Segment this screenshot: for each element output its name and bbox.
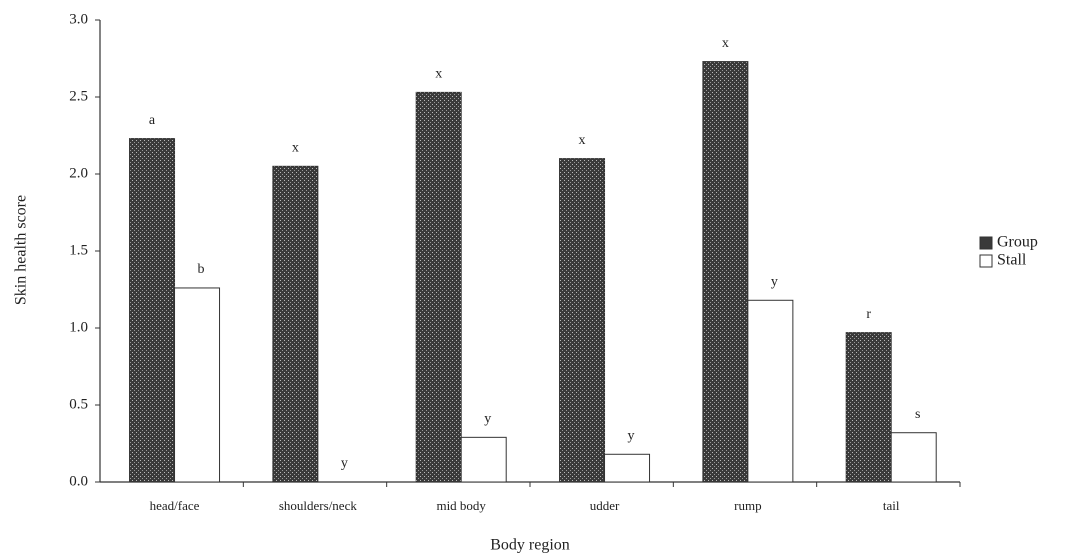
bar-texture [702,61,748,483]
bar-annotation: x [435,67,442,82]
legend-label: Stall [997,252,1027,269]
x-tick-label: shoulders/neck [279,498,357,513]
y-tick-label: 2.5 [69,88,88,104]
x-tick-label: tail [883,498,900,513]
bar-texture [272,166,318,483]
bar [604,453,651,483]
y-tick-label: 1.5 [69,242,88,258]
bar-annotation: b [198,262,205,277]
bar-texture [559,158,605,482]
bar-annotation: x [292,141,299,156]
y-tick-label: 3.0 [69,11,88,27]
bar-annotation: x [722,36,729,51]
x-tick-label: mid body [436,498,486,513]
bar [890,432,937,483]
bar-annotation: y [628,428,635,443]
y-tick-label: 0.5 [69,396,88,412]
bar-texture [416,92,462,482]
bar-annotation: s [915,407,920,422]
bar-annotation: x [579,133,586,148]
y-tick-label: 2.0 [69,165,88,181]
bar-annotation: y [484,412,491,427]
bar [747,299,794,483]
y-tick-label: 1.0 [69,319,88,335]
x-tick-label: head/face [150,498,200,513]
legend-label: Group [997,234,1038,251]
bar [174,287,221,483]
y-axis-label: Skin health score [13,195,30,305]
y-tick-label: 0.0 [69,473,88,489]
x-tick-label: udder [590,498,620,513]
bar-texture [846,332,892,482]
legend-swatch [979,254,993,268]
bar [460,436,507,483]
bar-annotation: r [866,307,871,322]
x-tick-label: rump [734,498,761,513]
x-axis-label: Body region [490,537,570,554]
bar-annotation: a [149,113,156,128]
bar-annotation: y [341,456,348,471]
legend-swatch [979,236,993,250]
bar-texture [129,138,175,482]
bar-annotation: y [771,274,778,289]
